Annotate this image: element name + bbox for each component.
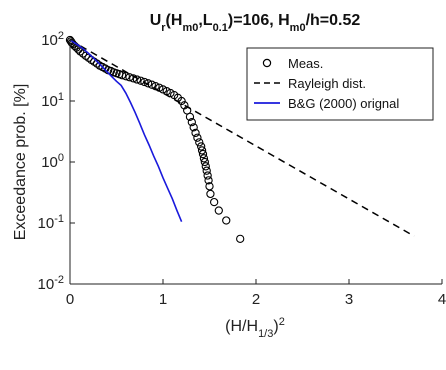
rich-text-part: r: [161, 22, 166, 34]
y-tick-label: 10-1: [38, 213, 64, 232]
y-tick-base: 10: [41, 154, 58, 171]
meas-point: [78, 49, 88, 58]
series-rayleigh-line: [69, 39, 415, 237]
meas-point: [204, 176, 213, 185]
y-tick-label: 101: [41, 91, 64, 110]
meas-point: [236, 234, 245, 243]
rich-text-part: )=106, H: [228, 12, 290, 29]
rich-text-part: (H/H: [225, 318, 258, 335]
meas-point: [132, 75, 142, 84]
meas-point: [199, 154, 209, 163]
rich-text-part: /h=0.52: [306, 12, 361, 29]
meas-point: [185, 112, 195, 121]
meas-point: [201, 162, 210, 171]
y-tick-base: 10: [38, 276, 55, 293]
x-tick-label: 2: [252, 291, 260, 308]
y-tick-exponent: 2: [58, 30, 64, 42]
meas-point: [189, 123, 198, 132]
series-bg2000-line: [69, 39, 183, 223]
series-meas: [65, 35, 245, 243]
rich-text-part: m0: [290, 22, 306, 34]
chart-title: Ur(Hm0,L0.1)=106, Hm0/h=0.52: [150, 12, 361, 34]
meas-point: [151, 82, 160, 91]
meas-point: [198, 149, 208, 159]
rich-text-part: 2: [279, 316, 285, 328]
meas-point: [197, 146, 207, 155]
meas-point: [196, 142, 206, 151]
rich-text-part: 1/3: [258, 328, 273, 340]
rich-text-part: U: [150, 12, 162, 29]
legend-label-meas: Meas.: [288, 56, 323, 71]
rich-text-part: (H: [166, 12, 183, 29]
y-tick-label: 102: [41, 30, 64, 49]
meas-point: [140, 77, 149, 87]
rich-text-part: ): [273, 318, 278, 335]
meas-point: [193, 133, 202, 142]
y-axis-label: Exceedance prob. [%]: [12, 84, 29, 241]
legend-item-meas: Meas.: [262, 56, 323, 71]
meas-point: [214, 206, 223, 215]
meas-point: [76, 47, 85, 56]
meas-point: [187, 118, 196, 127]
meas-point: [206, 189, 215, 199]
meas-point: [203, 171, 212, 180]
rich-text-part: m0: [182, 22, 198, 34]
legend-item-bg2000: B&G (2000) orignal: [254, 96, 399, 111]
legend: Meas. Rayleigh dist. B&G (2000) orignal: [246, 47, 434, 121]
x-axis-label: (H/H1/3)2: [225, 316, 285, 340]
legend-box: [246, 47, 434, 121]
y-tick-base: 10: [38, 215, 55, 232]
x-tick-label: 4: [438, 291, 446, 308]
x-tick-label: 3: [345, 291, 353, 308]
rich-text-part: 0.1: [213, 22, 228, 34]
y-tick-label: 10-2: [38, 274, 64, 293]
meas-point: [195, 138, 204, 147]
meas-point: [191, 128, 200, 138]
y-tick-exponent: -1: [54, 213, 64, 225]
meas-point: [202, 166, 211, 175]
y-tick-exponent: 1: [58, 91, 64, 103]
meas-point: [222, 216, 231, 225]
meas-point: [209, 197, 219, 207]
meas-point: [125, 73, 134, 82]
legend-label-rayleigh: Rayleigh dist.: [288, 76, 366, 91]
meas-point: [136, 76, 145, 85]
y-tick-exponent: -2: [54, 274, 64, 286]
legend-label-bg2000: B&G (2000) orignal: [288, 96, 399, 111]
legend-item-rayleigh: Rayleigh dist.: [254, 76, 366, 91]
meas-point: [200, 157, 209, 167]
y-tick-base: 10: [41, 32, 58, 49]
y-tick-base: 10: [41, 93, 58, 110]
y-tick-exponent: 0: [58, 152, 64, 164]
series-layer: [65, 35, 415, 243]
legend-marker-meas: [262, 58, 272, 68]
rich-text-part: ,L: [198, 12, 212, 29]
x-tick-label: 0: [66, 291, 74, 308]
meas-point: [117, 71, 127, 80]
y-tick-label: 100: [41, 152, 64, 171]
x-tick-label: 1: [159, 291, 167, 308]
